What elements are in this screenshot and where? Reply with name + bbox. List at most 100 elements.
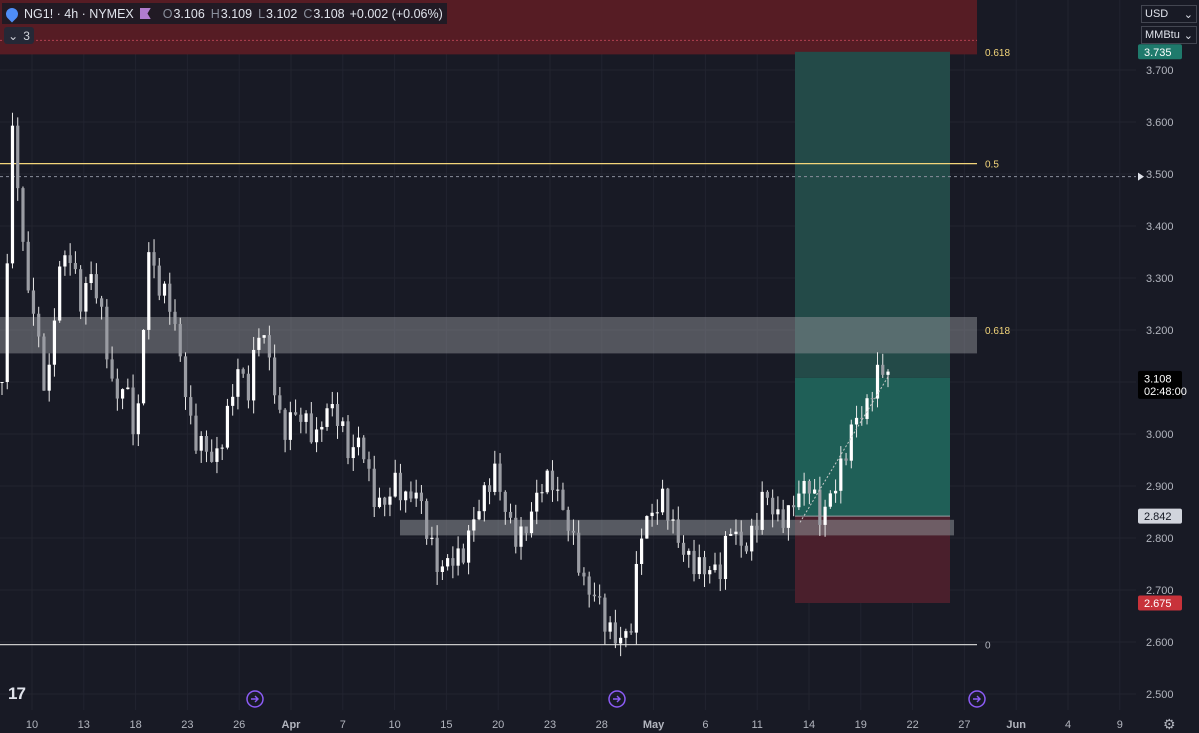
x-tick-label: 6 xyxy=(702,719,708,731)
candle-body xyxy=(750,525,754,552)
candle-body xyxy=(587,576,591,595)
candle-body xyxy=(304,413,308,422)
symbol-name[interactable]: NG1! · 4h · NYMEX xyxy=(24,6,134,21)
candle-body xyxy=(813,489,817,494)
event-arrow-icon xyxy=(613,695,621,703)
candle-body xyxy=(52,320,57,365)
candle-body xyxy=(115,378,119,399)
candle-body xyxy=(446,558,450,567)
candle-body xyxy=(168,283,172,312)
candle-body xyxy=(608,622,612,632)
candle-body xyxy=(325,408,329,427)
chevron-down-icon: ⌄ xyxy=(1183,8,1193,21)
x-tick-label: 14 xyxy=(803,719,815,731)
candle-body xyxy=(550,470,555,491)
candle-body xyxy=(566,509,570,531)
candle-body xyxy=(854,417,859,425)
candle-body xyxy=(477,511,481,520)
candle-body xyxy=(409,491,413,499)
candle-body xyxy=(210,451,214,462)
candle-body xyxy=(697,557,701,575)
candle-body xyxy=(435,537,439,572)
candle-body xyxy=(556,489,560,491)
candle-body xyxy=(702,557,707,575)
candle-body xyxy=(141,329,146,404)
currency-value: USD xyxy=(1145,8,1169,20)
candle-body xyxy=(823,506,827,525)
candle-body xyxy=(582,572,586,577)
candle-body xyxy=(398,472,403,501)
candle-body xyxy=(126,387,130,390)
candle-body xyxy=(356,437,361,448)
candle-body xyxy=(283,409,287,440)
candle-body xyxy=(309,413,313,443)
unit-select[interactable]: MMBtu ⌄ xyxy=(1141,26,1197,44)
candle-body xyxy=(84,283,88,312)
y-tick-label: 2.800 xyxy=(1146,533,1174,545)
candle-body xyxy=(341,421,345,426)
indicators-toggle[interactable]: ⌄ 3 xyxy=(4,27,34,44)
high-value: 3.109 xyxy=(220,6,253,21)
candle-body xyxy=(246,373,251,401)
y-tick-label: 2.500 xyxy=(1146,689,1174,701)
candle-body xyxy=(0,382,4,383)
candle-body xyxy=(252,349,256,401)
flag-icon[interactable] xyxy=(139,8,151,19)
candle-body xyxy=(430,537,434,539)
chevron-down-icon: ⌄ xyxy=(8,28,19,43)
x-tick-label: 23 xyxy=(544,719,556,731)
gear-icon[interactable]: ⚙ xyxy=(1163,716,1176,732)
candle-body xyxy=(100,298,104,307)
y-tick-label: 3.400 xyxy=(1146,221,1174,233)
candle-body xyxy=(561,489,565,510)
x-tick-label: 26 xyxy=(233,719,245,731)
price-tag xyxy=(1138,508,1182,524)
y-tick-label: 2.900 xyxy=(1146,481,1174,493)
candle-body xyxy=(42,336,46,391)
candle-body xyxy=(131,387,135,435)
close-value: 3.108 xyxy=(313,6,345,21)
candle-body xyxy=(655,512,659,514)
low-label: L xyxy=(258,6,266,21)
candle-body xyxy=(189,397,193,416)
candle-body xyxy=(598,596,602,598)
candle-body xyxy=(288,412,292,440)
candle-body xyxy=(603,597,607,632)
event-arrow-icon xyxy=(973,695,981,703)
x-tick-label: 7 xyxy=(340,719,346,731)
candle-body xyxy=(404,491,408,501)
candle-body xyxy=(833,490,838,494)
candle-body xyxy=(147,252,151,330)
event-arrow-icon xyxy=(251,695,259,703)
candle-body xyxy=(729,534,733,536)
candle-body xyxy=(414,492,418,499)
x-tick-label: 9 xyxy=(1117,719,1123,731)
fib-label: 0 xyxy=(985,641,991,652)
candle-body xyxy=(844,458,848,461)
x-tick-label: 27 xyxy=(958,719,970,731)
candle-body xyxy=(723,535,728,580)
x-tick-label: 10 xyxy=(26,719,38,731)
candle-body xyxy=(849,424,853,461)
candle-body xyxy=(89,274,93,284)
x-tick-label: 4 xyxy=(1065,719,1071,731)
candle-body xyxy=(676,519,680,543)
candle-body xyxy=(241,369,245,374)
candle-body xyxy=(267,335,271,358)
candle-body xyxy=(173,311,177,324)
candle-body xyxy=(257,337,261,350)
candle-body xyxy=(456,548,460,566)
candle-body xyxy=(692,550,696,575)
candle-body xyxy=(718,564,722,580)
candle-body xyxy=(451,558,455,566)
candle-body xyxy=(545,470,549,493)
candle-body xyxy=(881,364,885,375)
candle-body xyxy=(152,252,156,266)
candles xyxy=(0,112,890,657)
currency-select[interactable]: USD ⌄ xyxy=(1141,5,1197,23)
event-icon xyxy=(608,690,626,708)
candle-body xyxy=(629,631,633,633)
candle-body xyxy=(828,493,832,507)
